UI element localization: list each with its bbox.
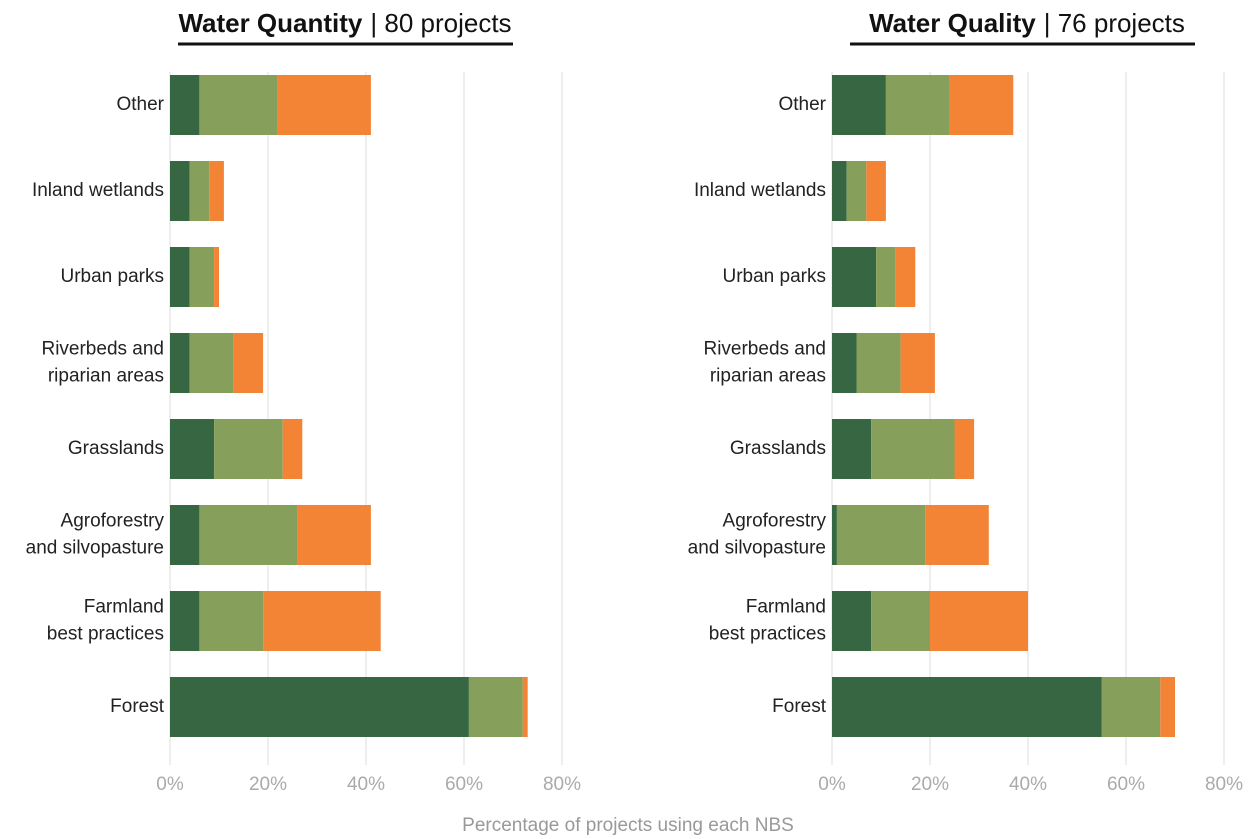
- bar-segment: [866, 161, 886, 221]
- bar-segment: [871, 419, 955, 479]
- bar-segment: [925, 505, 989, 565]
- y-tick-label: Forest: [110, 696, 165, 717]
- bar-segment: [170, 333, 190, 393]
- bar-segment: [930, 591, 1028, 651]
- bar-segment: [1160, 677, 1175, 737]
- y-tick-label: Forest: [772, 696, 827, 717]
- label-line: Riverbeds and: [41, 339, 164, 360]
- x-tick-label: 60%: [445, 774, 483, 795]
- bar-segment: [263, 591, 381, 651]
- bar-segment: [832, 677, 1102, 737]
- bar-segment: [170, 75, 200, 135]
- y-tick-label: Other: [778, 94, 826, 115]
- label-line: Farmland: [84, 597, 164, 618]
- bar-segment: [846, 161, 867, 221]
- bar-segment: [209, 161, 224, 221]
- x-tick-label: 80%: [543, 774, 581, 795]
- bar-segment: [832, 333, 857, 393]
- y-tick-label: Agroforestry and silvopasture: [26, 511, 165, 559]
- y-tick-label: Inland wetlands: [32, 180, 164, 201]
- bar-segment: [900, 333, 935, 393]
- bar-segment: [876, 247, 896, 307]
- bar-segment: [885, 75, 950, 135]
- bar-segment: [895, 247, 916, 307]
- bar-segment: [832, 591, 872, 651]
- bar-segment: [954, 419, 975, 479]
- chart-title: Water Quality | 76 projects: [869, 8, 1185, 38]
- y-tick-label: Farmland best practices: [709, 597, 826, 645]
- bar-segment: [468, 677, 523, 737]
- y-tick-label: Grasslands: [730, 438, 826, 459]
- label-line: Agroforestry: [723, 511, 827, 532]
- bar-segment: [214, 247, 219, 307]
- y-tick-label: Riverbeds and riparian areas: [703, 339, 826, 387]
- bar-segment: [170, 677, 469, 737]
- title-main: Water Quality: [869, 8, 1036, 38]
- x-tick-label: 0%: [818, 774, 846, 795]
- label-line: best practices: [709, 624, 826, 645]
- x-tick-label: 80%: [1205, 774, 1243, 795]
- bar-segment: [871, 591, 930, 651]
- bar-segment: [170, 505, 200, 565]
- x-axis-label: Percentage of projects using each NBS: [462, 815, 794, 836]
- x-tick-label: 20%: [249, 774, 287, 795]
- y-tick-label: Farmland best practices: [47, 597, 164, 645]
- title-main: Water Quantity: [178, 8, 362, 38]
- bar-segment: [832, 505, 837, 565]
- bar-segment: [949, 75, 1014, 135]
- bar-segment: [170, 591, 200, 651]
- bar-segment: [297, 505, 371, 565]
- chart-title: Water Quantity | 80 projects: [178, 8, 511, 38]
- y-tick-label: Urban parks: [723, 266, 827, 287]
- x-tick-label: 60%: [1107, 774, 1145, 795]
- label-line: and silvopasture: [688, 538, 826, 559]
- title-sub: | 80 projects: [370, 8, 511, 38]
- label-line: best practices: [47, 624, 164, 645]
- y-tick-label: Agroforestry and silvopasture: [688, 511, 827, 559]
- bar-segment: [522, 677, 528, 737]
- label-line: riparian areas: [48, 366, 164, 387]
- bar-segment: [836, 505, 926, 565]
- y-tick-label: Riverbeds and riparian areas: [41, 339, 164, 387]
- label-line: Riverbeds and: [703, 339, 826, 360]
- bar-segment: [199, 75, 278, 135]
- bar-segment: [856, 333, 901, 393]
- bar-segment: [189, 161, 210, 221]
- y-tick-label: Urban parks: [61, 266, 165, 287]
- bar-segment: [832, 419, 872, 479]
- label-line: Agroforestry: [61, 511, 165, 532]
- bar-segment: [282, 419, 303, 479]
- bar-segment: [214, 419, 283, 479]
- bar-segment: [1101, 677, 1161, 737]
- bar-segment: [170, 419, 215, 479]
- title-sub: | 76 projects: [1044, 8, 1185, 38]
- label-line: Farmland: [746, 597, 826, 618]
- bar-segment: [277, 75, 371, 135]
- bar-segment: [832, 75, 886, 135]
- x-tick-label: 0%: [156, 774, 184, 795]
- label-line: and silvopasture: [26, 538, 164, 559]
- bar-segment: [199, 591, 264, 651]
- y-tick-label: Other: [116, 94, 164, 115]
- bar-segment: [189, 333, 234, 393]
- bar-segment: [189, 247, 215, 307]
- bar-segment: [170, 161, 190, 221]
- bar-segment: [233, 333, 264, 393]
- bar-segment: [170, 247, 190, 307]
- bar-segment: [832, 161, 847, 221]
- bar-segment: [199, 505, 298, 565]
- label-line: riparian areas: [710, 366, 826, 387]
- x-tick-label: 20%: [911, 774, 949, 795]
- y-tick-label: Inland wetlands: [694, 180, 826, 201]
- x-tick-label: 40%: [347, 774, 385, 795]
- x-tick-label: 40%: [1009, 774, 1047, 795]
- y-tick-label: Grasslands: [68, 438, 164, 459]
- bar-segment: [832, 247, 877, 307]
